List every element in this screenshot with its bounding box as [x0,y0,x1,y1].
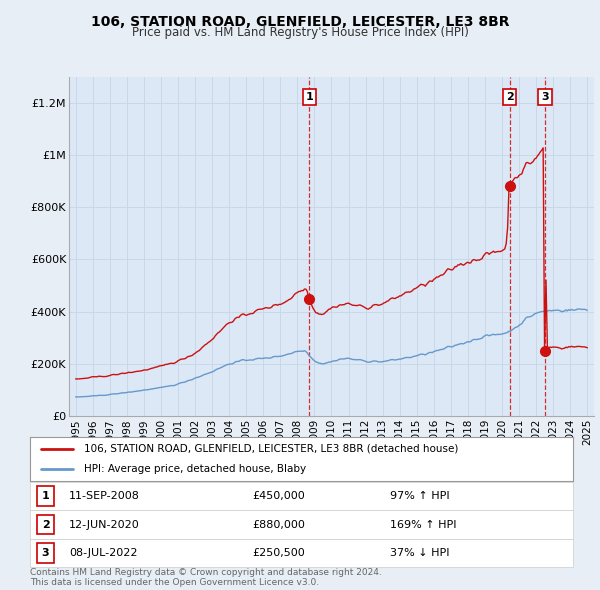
Text: 169% ↑ HPI: 169% ↑ HPI [390,520,457,529]
Text: HPI: Average price, detached house, Blaby: HPI: Average price, detached house, Blab… [85,464,307,474]
Text: 08-JUL-2022: 08-JUL-2022 [69,548,137,558]
Text: 106, STATION ROAD, GLENFIELD, LEICESTER, LE3 8BR (detached house): 106, STATION ROAD, GLENFIELD, LEICESTER,… [85,444,458,454]
Text: Contains HM Land Registry data © Crown copyright and database right 2024.
This d: Contains HM Land Registry data © Crown c… [30,568,382,587]
Text: 2: 2 [42,520,49,529]
Text: Price paid vs. HM Land Registry's House Price Index (HPI): Price paid vs. HM Land Registry's House … [131,26,469,39]
Text: 11-SEP-2008: 11-SEP-2008 [69,491,140,501]
Text: 12-JUN-2020: 12-JUN-2020 [69,520,140,529]
Text: £450,000: £450,000 [252,491,305,501]
Text: £250,500: £250,500 [252,548,305,558]
Text: 97% ↑ HPI: 97% ↑ HPI [390,491,449,501]
Text: 2: 2 [506,92,514,102]
Text: £880,000: £880,000 [252,520,305,529]
Text: 1: 1 [42,491,49,501]
Text: 1: 1 [305,92,313,102]
Text: 3: 3 [541,92,549,102]
Text: 3: 3 [42,548,49,558]
Text: 106, STATION ROAD, GLENFIELD, LEICESTER, LE3 8BR: 106, STATION ROAD, GLENFIELD, LEICESTER,… [91,15,509,29]
Text: 37% ↓ HPI: 37% ↓ HPI [390,548,449,558]
